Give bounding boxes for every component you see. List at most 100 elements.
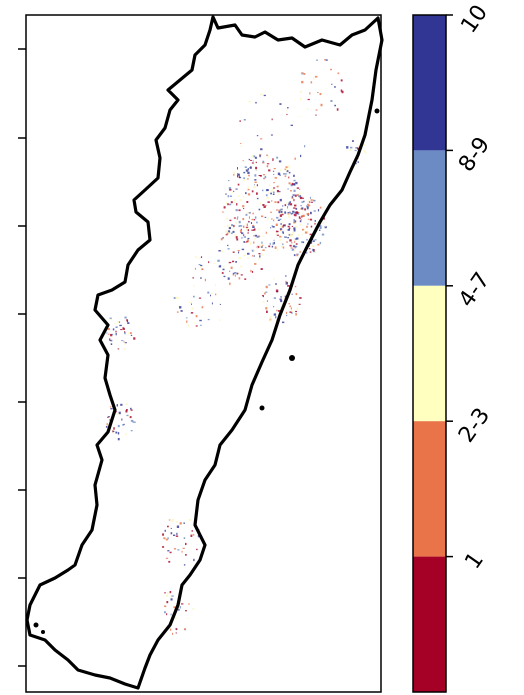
- pixel-speck: [171, 519, 174, 520]
- pixel-speck: [292, 210, 295, 213]
- pixel-speck: [185, 610, 187, 612]
- pixel-speck: [237, 173, 239, 176]
- pixel-speck: [228, 180, 230, 182]
- pixel-speck: [243, 171, 246, 174]
- pixel-speck: [259, 202, 262, 205]
- pixel-speck: [194, 537, 197, 539]
- pixel-speck: [320, 103, 323, 107]
- pixel-speck: [310, 199, 313, 201]
- pixel-speck: [288, 223, 291, 226]
- pixel-speck: [233, 171, 236, 174]
- pixel-speck: [282, 205, 284, 207]
- pixel-speck: [289, 201, 291, 203]
- pixel-speck: [265, 307, 268, 310]
- pixel-speck: [287, 188, 289, 190]
- pixel-speck: [276, 190, 279, 193]
- pixel-speck: [274, 201, 277, 203]
- pixel-speck: [272, 194, 275, 195]
- pixel-speck: [293, 183, 296, 186]
- pixel-speck: [237, 173, 240, 176]
- pixel-speck: [291, 213, 294, 215]
- pixel-speck: [290, 124, 293, 126]
- pixel-speck: [191, 303, 192, 305]
- pixel-speck: [227, 224, 229, 227]
- pixel-speck: [248, 220, 250, 223]
- pixel-speck: [167, 550, 170, 552]
- pixel-speck: [294, 194, 297, 197]
- pixel-speck: [258, 257, 261, 260]
- pixel-speck: [261, 253, 264, 256]
- pixel-speck: [281, 225, 284, 228]
- pixel-speck: [229, 219, 232, 222]
- pixel-speck: [273, 313, 277, 316]
- pixel-speck: [169, 551, 172, 554]
- pixel-speck: [109, 317, 112, 319]
- pixel-speck: [275, 283, 277, 285]
- pixel-speck: [192, 608, 195, 610]
- pixel-speck: [291, 248, 295, 251]
- pixel-speck: [293, 222, 296, 225]
- pixel-speck: [304, 231, 308, 234]
- pixel-speck: [300, 98, 302, 101]
- pixel-speck: [122, 328, 125, 330]
- pixel-speck: [334, 86, 336, 88]
- pixel-speck: [237, 175, 239, 178]
- pixel-speck: [278, 211, 281, 214]
- pixel-speck: [289, 244, 292, 247]
- pixel-speck: [251, 218, 254, 221]
- pixel-speck: [162, 546, 165, 548]
- pixel-speck: [293, 219, 295, 222]
- pixel-speck: [124, 331, 126, 333]
- pixel-speck: [356, 147, 359, 149]
- pixel-speck: [167, 525, 169, 528]
- pixel-speck: [280, 242, 283, 245]
- pixel-speck: [273, 297, 276, 299]
- pixel-speck: [285, 173, 288, 175]
- islands: [33, 108, 380, 634]
- pixel-speck: [262, 301, 265, 303]
- pixel-speck: [325, 59, 328, 61]
- pixel-speck: [301, 241, 303, 244]
- pixel-speck: [312, 240, 315, 242]
- pixel-speck: [197, 535, 200, 538]
- pixel-speck: [251, 229, 254, 231]
- pixel-speck: [247, 252, 250, 255]
- pixel-speck: [126, 414, 129, 417]
- pixel-speck: [222, 237, 224, 239]
- pixel-speck: [279, 174, 281, 176]
- colorbar-label: 8-9: [454, 133, 495, 177]
- pixel-speck: [276, 234, 279, 236]
- pixel-speck: [174, 617, 177, 620]
- pixel-speck: [319, 241, 322, 245]
- pixel-speck: [264, 216, 267, 218]
- pixel-speck: [254, 237, 256, 240]
- pixel-speck: [279, 238, 282, 242]
- pixel-speck: [291, 242, 293, 244]
- pixel-speck: [173, 297, 176, 299]
- pixel-speck: [293, 207, 296, 209]
- pixel-speck: [215, 283, 217, 286]
- pixel-speck: [273, 187, 276, 189]
- pixel-speck: [260, 93, 263, 96]
- pixel-speck: [307, 218, 310, 220]
- pixel-speck: [166, 592, 169, 595]
- pixel-speck: [246, 227, 249, 231]
- pixel-speck: [123, 341, 125, 343]
- pixel-speck: [221, 250, 223, 253]
- pixel-speck: [253, 241, 255, 244]
- pixel-speck: [271, 218, 273, 220]
- pixel-speck: [243, 177, 245, 179]
- pixel-speck: [350, 146, 353, 149]
- pixel-speck: [251, 249, 254, 252]
- pixel-speck: [309, 233, 312, 236]
- pixel-speck: [128, 332, 130, 335]
- pixel-speck: [241, 237, 243, 239]
- pixel-speck: [254, 181, 257, 183]
- pixel-speck: [312, 244, 315, 248]
- pixel-speck: [306, 108, 309, 110]
- pixel-speck: [246, 178, 249, 180]
- pixel-speck: [198, 258, 201, 259]
- pixel-speck: [200, 277, 202, 279]
- pixel-speck: [120, 403, 123, 406]
- pixel-speck: [235, 209, 238, 212]
